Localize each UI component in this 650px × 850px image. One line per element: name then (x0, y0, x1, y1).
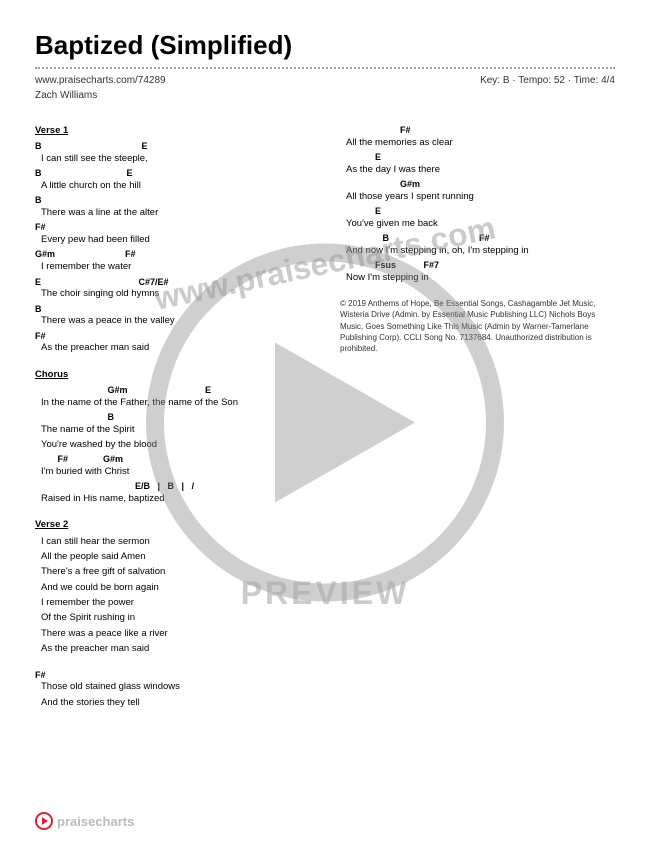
chorus-label: Chorus (35, 369, 310, 381)
column-left: Verse 1 B EI can still see the steeple,B… (35, 125, 310, 712)
content-columns: Verse 1 B EI can still see the steeple,B… (35, 125, 615, 712)
copyright-text: © 2019 Anthems of Hope, Be Essential Son… (340, 298, 615, 354)
source-url: www.praisecharts.com/74289 (35, 75, 166, 86)
artist-name: Zach Williams (35, 90, 615, 101)
verse2-content: I can still hear the sermonAll the peopl… (35, 536, 310, 656)
footer-brand: praisecharts (57, 814, 134, 829)
play-icon (35, 812, 53, 830)
verse2-label: Verse 2 (35, 519, 310, 531)
bridge-content: F# Those old stained glass windows And t… (35, 670, 310, 709)
meta-row: www.praisecharts.com/74289 Key: B · Temp… (35, 75, 615, 86)
chord-chart-page: Baptized (Simplified) www.praisecharts.c… (0, 0, 650, 742)
verse1-label: Verse 1 (35, 125, 310, 137)
col2-content: F#All the memories as clear EAs the day … (340, 125, 615, 284)
song-meta: Key: B · Tempo: 52 · Time: 4/4 (480, 75, 615, 86)
chorus-content: G#m EIn the name of the Father, the name… (35, 385, 310, 505)
divider (35, 65, 615, 69)
verse1-content: B EI can still see the steeple,B EA litt… (35, 141, 310, 354)
song-title: Baptized (Simplified) (35, 30, 615, 61)
footer-logo: praisecharts (35, 812, 134, 830)
column-right: F#All the memories as clear EAs the day … (340, 125, 615, 712)
